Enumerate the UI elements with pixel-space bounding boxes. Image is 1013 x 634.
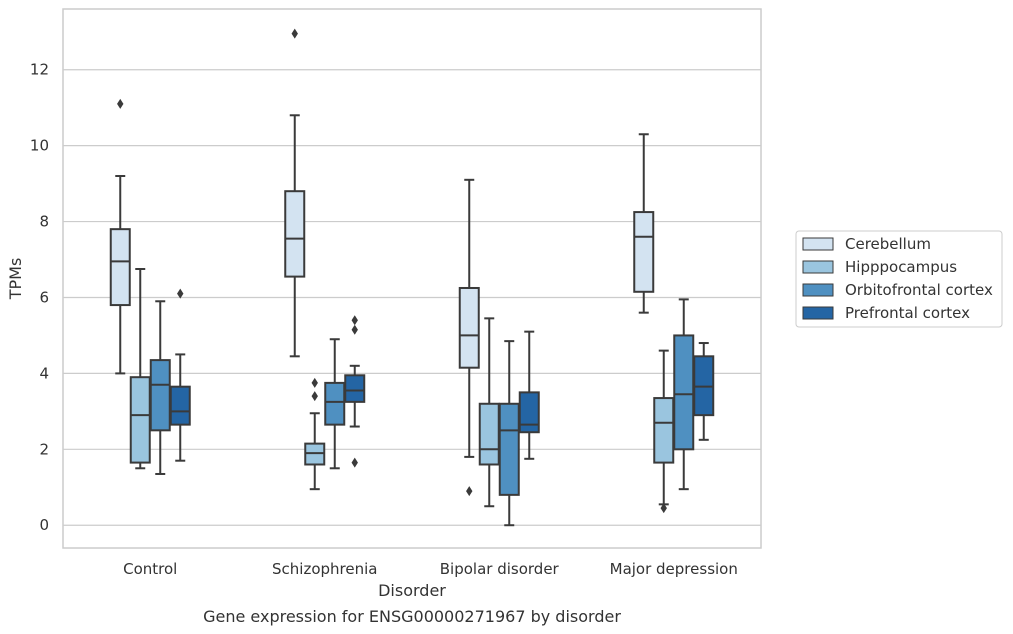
legend-swatch — [802, 306, 834, 320]
chart-caption: Gene expression for ENSG00000271967 by d… — [203, 607, 621, 626]
box-group — [518, 330, 540, 460]
box — [344, 374, 366, 403]
box-group — [324, 338, 346, 470]
outlier-point — [466, 486, 473, 497]
box-group — [498, 340, 520, 527]
legend-label: Orbitofrontal cortex — [845, 281, 993, 299]
box-group — [129, 268, 151, 470]
box-group — [458, 178, 480, 497]
box — [653, 397, 675, 464]
x-tick-labels: Control Schizophrenia Bipolar disorder Majo… — [123, 560, 738, 578]
box-group — [693, 342, 715, 441]
box — [458, 286, 480, 369]
outlier-point — [351, 315, 358, 326]
box-group — [284, 28, 306, 358]
boxes — [109, 28, 715, 527]
box — [109, 228, 131, 307]
outlier-point — [351, 457, 358, 468]
y-tick-label: 10 — [30, 137, 49, 155]
plot-frame — [62, 8, 762, 549]
x-tick-label: Control — [123, 560, 177, 578]
box-group — [673, 298, 695, 491]
box — [169, 385, 191, 426]
legend-frame — [795, 230, 1003, 328]
legend: Cerebellum Hipppocampus Orbitofrontal cort… — [795, 230, 1003, 328]
y-tick-label: 6 — [39, 288, 49, 306]
x-tick-label: Bipolar disorder — [440, 560, 560, 578]
box — [673, 334, 695, 451]
outlier-point — [291, 28, 298, 39]
outlier-point — [351, 324, 358, 335]
box — [633, 211, 655, 293]
x-tick-label: Major depression — [610, 560, 738, 578]
box — [149, 359, 171, 432]
box-group — [109, 98, 131, 375]
outlier-point — [311, 377, 318, 388]
box — [478, 402, 500, 466]
outlier-point — [117, 98, 124, 109]
box — [284, 190, 306, 278]
y-tick-labels: 0 2 4 6 8 10 12 — [30, 61, 49, 534]
box-group — [478, 317, 500, 508]
box — [129, 376, 151, 464]
box — [498, 402, 520, 496]
x-tick-label: Schizophrenia — [272, 560, 377, 578]
outlier-point — [660, 503, 667, 514]
legend-swatch — [802, 237, 834, 251]
outlier-point — [311, 391, 318, 402]
y-axis-label: TPMs — [6, 258, 25, 301]
box — [518, 391, 540, 434]
y-tick-label: 8 — [39, 213, 49, 231]
x-axis-label: Disorder — [378, 581, 446, 600]
legend-label: Cerebellum — [845, 235, 931, 253]
outlier-point — [177, 288, 184, 299]
y-tick-label: 4 — [39, 364, 49, 382]
y-tick-label: 12 — [30, 61, 49, 79]
legend-label: Hipppocampus — [845, 258, 957, 276]
y-tick-label: 0 — [39, 516, 49, 534]
box-group — [169, 288, 191, 462]
legend-label: Prefrontal cortex — [845, 304, 970, 322]
box-group — [304, 377, 326, 491]
box-group — [653, 349, 675, 514]
box — [324, 381, 346, 426]
legend-swatch — [802, 283, 834, 297]
y-tick-label: 2 — [39, 440, 49, 458]
box-group — [633, 133, 655, 314]
box-group — [344, 315, 366, 468]
box-group — [149, 300, 171, 475]
legend-swatch — [802, 260, 834, 274]
